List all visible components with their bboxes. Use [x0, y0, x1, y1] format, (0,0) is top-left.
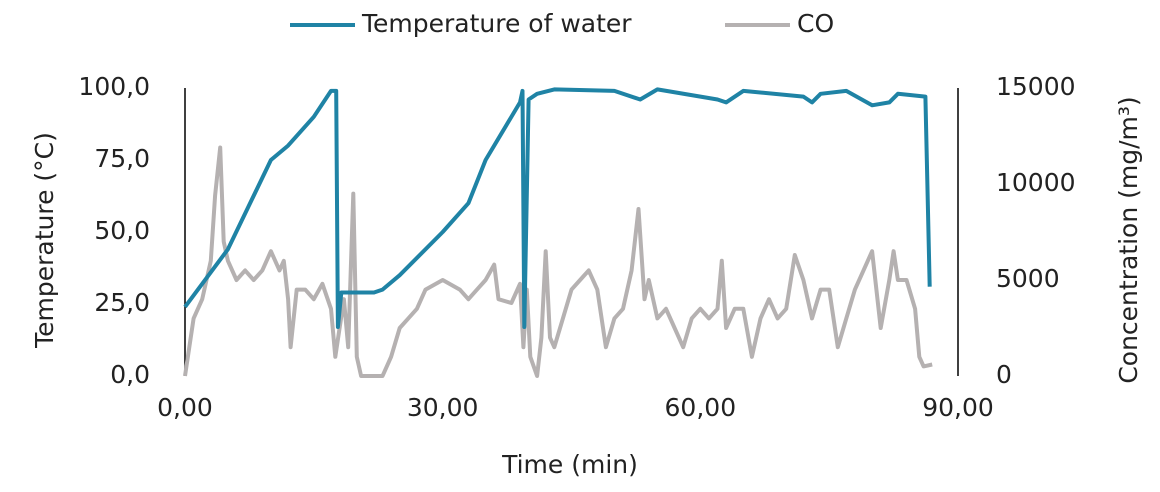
x-tick-label: 60,00 [665, 393, 737, 422]
y-axis-title: Temperature (°C) [30, 132, 59, 349]
y-tick-label: 50,0 [94, 216, 150, 245]
x-tick-label: 90,00 [922, 393, 994, 422]
y2-tick-label: 10000 [996, 168, 1076, 197]
y-tick-label: 25,0 [94, 288, 150, 317]
y2-tick-label: 15000 [996, 72, 1076, 101]
x-tick-label: 0,00 [157, 393, 213, 422]
x-axis-title: Time (min) [501, 450, 638, 479]
series-line [183, 87, 932, 329]
y-tick-label: 0,0 [110, 360, 150, 389]
legend-label: CO [797, 9, 834, 38]
y2-tick-label: 0 [996, 360, 1012, 389]
y2-tick-label: 5000 [996, 264, 1060, 293]
y-tick-label: 100,0 [78, 72, 150, 101]
series-line [183, 145, 933, 378]
legend-label: Temperature of water [361, 9, 632, 38]
y-tick-label: 75,0 [94, 144, 150, 173]
y2-axis-title: Concentration (mg/m³) [1114, 96, 1143, 383]
x-tick-label: 30,00 [407, 393, 479, 422]
